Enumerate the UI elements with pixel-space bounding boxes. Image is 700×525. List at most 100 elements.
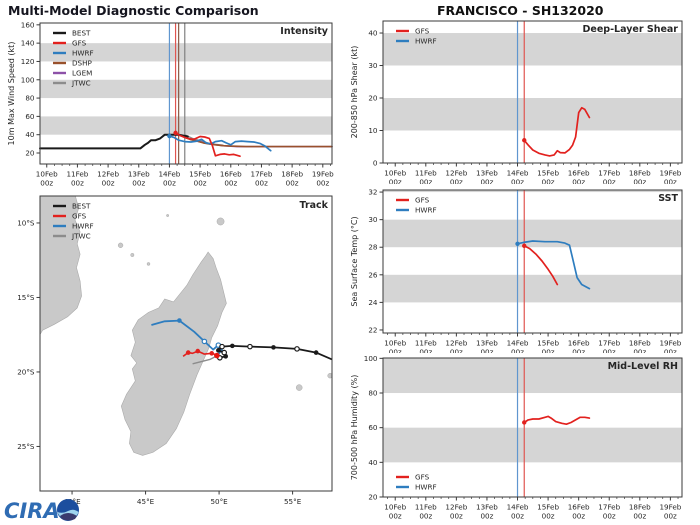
svg-text:19Feb: 19Feb — [659, 503, 681, 512]
svg-text:30: 30 — [368, 61, 378, 70]
svg-text:26: 26 — [368, 270, 378, 279]
svg-text:00z: 00z — [511, 512, 524, 521]
legend-label-dshp: DSHP — [72, 59, 93, 68]
svg-text:10°S: 10°S — [17, 218, 35, 227]
svg-text:11Feb: 11Feb — [415, 503, 437, 512]
legend-label-gfs: GFS — [72, 39, 87, 48]
svg-text:80: 80 — [25, 94, 35, 103]
sst-gfs-line — [523, 244, 559, 286]
svg-text:00z: 00z — [664, 348, 677, 354]
legend-label-gfs: GFS — [415, 196, 430, 205]
svg-text:14Feb: 14Feb — [507, 339, 529, 348]
svg-text:15Feb: 15Feb — [537, 503, 559, 512]
intensity-panel: 20 40 60 80 100 120 140 160 10Feb 00z 11Feb 00z 12Fe… — [0, 14, 350, 190]
track-map-panel: 10°S15°S20°S25°S40°E45°E50°E55°ETrackBES… — [0, 186, 350, 525]
track-title: Track — [300, 200, 329, 211]
deep-layer-shear-panel: 0 10 20 30 40 10Feb 00z 11Feb 00z 12Feb 00z 13Feb 00… — [350, 12, 700, 184]
svg-text:00z: 00z — [603, 512, 616, 521]
svg-text:60: 60 — [25, 112, 35, 121]
svg-text:00z: 00z — [511, 178, 524, 185]
svg-text:100: 100 — [21, 75, 35, 84]
svg-text:30: 30 — [368, 215, 378, 224]
legend-label-best: BEST — [72, 29, 91, 38]
svg-text:120: 120 — [21, 57, 35, 66]
svg-text:00z: 00z — [389, 348, 402, 354]
svg-text:45°E: 45°E — [137, 497, 155, 506]
svg-text:00z: 00z — [389, 178, 402, 185]
svg-text:00z: 00z — [633, 178, 646, 185]
svg-text:16Feb: 16Feb — [568, 169, 590, 178]
legend-label-lgem: LGEM — [72, 69, 92, 78]
svg-text:00z: 00z — [419, 512, 432, 521]
svg-text:00z: 00z — [419, 178, 432, 185]
legend-label-hwrf: HWRF — [72, 222, 94, 231]
cira-logo-svg: CIRA — [4, 499, 79, 523]
svg-text:00z: 00z — [542, 512, 555, 521]
svg-text:20: 20 — [368, 493, 378, 502]
svg-text:00z: 00z — [316, 179, 329, 188]
track-chart: 10°S15°S20°S25°S40°E45°E50°E55°ETrackBES… — [17, 195, 333, 506]
legend-label-best: BEST — [72, 202, 91, 211]
rh-chart: 2040608010010Feb00z11Feb00z12Feb00z13Feb… — [350, 354, 683, 521]
svg-text:00z: 00z — [163, 179, 176, 188]
sst-chart: 22242628303210Feb00z11Feb00z12Feb00z13Fe… — [350, 188, 683, 354]
svg-text:160: 160 — [21, 20, 35, 29]
svg-text:16Feb: 16Feb — [568, 339, 590, 348]
svg-text:19Feb: 19Feb — [659, 169, 681, 178]
svg-text:13Feb: 13Feb — [476, 503, 498, 512]
island — [130, 253, 135, 257]
svg-text:13Feb: 13Feb — [476, 169, 498, 178]
rh-ylabel: 700-500 hPa Humidity (%) — [350, 375, 359, 481]
legend-label-jtwc: JTWC — [71, 79, 91, 88]
legend-label-gfs: GFS — [415, 473, 430, 482]
svg-text:00z: 00z — [572, 512, 585, 521]
svg-text:00z: 00z — [664, 512, 677, 521]
cira-globe-mountain — [60, 513, 77, 521]
svg-text:12Feb: 12Feb — [97, 170, 119, 179]
svg-text:50°E: 50°E — [210, 497, 228, 506]
svg-text:20: 20 — [368, 94, 378, 103]
island — [117, 242, 124, 248]
svg-text:15Feb: 15Feb — [537, 339, 559, 348]
svg-text:13Feb: 13Feb — [128, 170, 150, 179]
svg-text:00z: 00z — [450, 178, 463, 185]
svg-text:18Feb: 18Feb — [629, 503, 651, 512]
svg-text:32: 32 — [368, 188, 377, 197]
svg-text:00z: 00z — [255, 179, 268, 188]
svg-text:19Feb: 19Feb — [312, 170, 334, 179]
svg-text:17Feb: 17Feb — [598, 503, 620, 512]
svg-text:00z: 00z — [286, 179, 299, 188]
svg-text:00z: 00z — [511, 348, 524, 354]
svg-text:10Feb: 10Feb — [384, 503, 406, 512]
svg-text:18Feb: 18Feb — [629, 169, 651, 178]
legend-label-gfs: GFS — [72, 212, 87, 221]
figure-title: Multi-Model Diagnostic Comparison — [8, 3, 259, 18]
svg-text:00z: 00z — [480, 178, 493, 185]
intensity-chart: 2040608010012014016010Feb00z11Feb00z12Fe… — [7, 20, 334, 188]
intensity-ylabel: 10m Max Wind Speed (kt) — [7, 42, 16, 146]
svg-text:13Feb: 13Feb — [476, 339, 498, 348]
svg-text:18Feb: 18Feb — [629, 339, 651, 348]
svg-text:00z: 00z — [450, 348, 463, 354]
shear-ylabel: 200-850 hPa Shear (kt) — [350, 46, 359, 139]
mid-level-rh-panel: 20 40 60 80 100 10Feb 00z 11Feb 00z 12Feb 00z 13Feb… — [350, 349, 700, 525]
svg-text:17Feb: 17Feb — [598, 339, 620, 348]
shear-title: Deep-Layer Shear — [583, 24, 679, 35]
svg-text:10Feb: 10Feb — [36, 170, 58, 179]
svg-text:00z: 00z — [389, 512, 402, 521]
rh-gfs-line — [523, 415, 591, 426]
svg-text:40: 40 — [368, 29, 378, 38]
svg-text:22: 22 — [368, 325, 377, 334]
intensity-hwrf-line — [168, 135, 272, 152]
svg-text:40: 40 — [368, 458, 378, 467]
island — [295, 384, 303, 391]
svg-text:00z: 00z — [603, 178, 616, 185]
svg-text:14Feb: 14Feb — [507, 503, 529, 512]
svg-text:0: 0 — [373, 159, 378, 168]
svg-text:15Feb: 15Feb — [537, 169, 559, 178]
cira-logo: CIRA — [2, 495, 97, 525]
rh-title: Mid-Level RH — [608, 361, 678, 372]
